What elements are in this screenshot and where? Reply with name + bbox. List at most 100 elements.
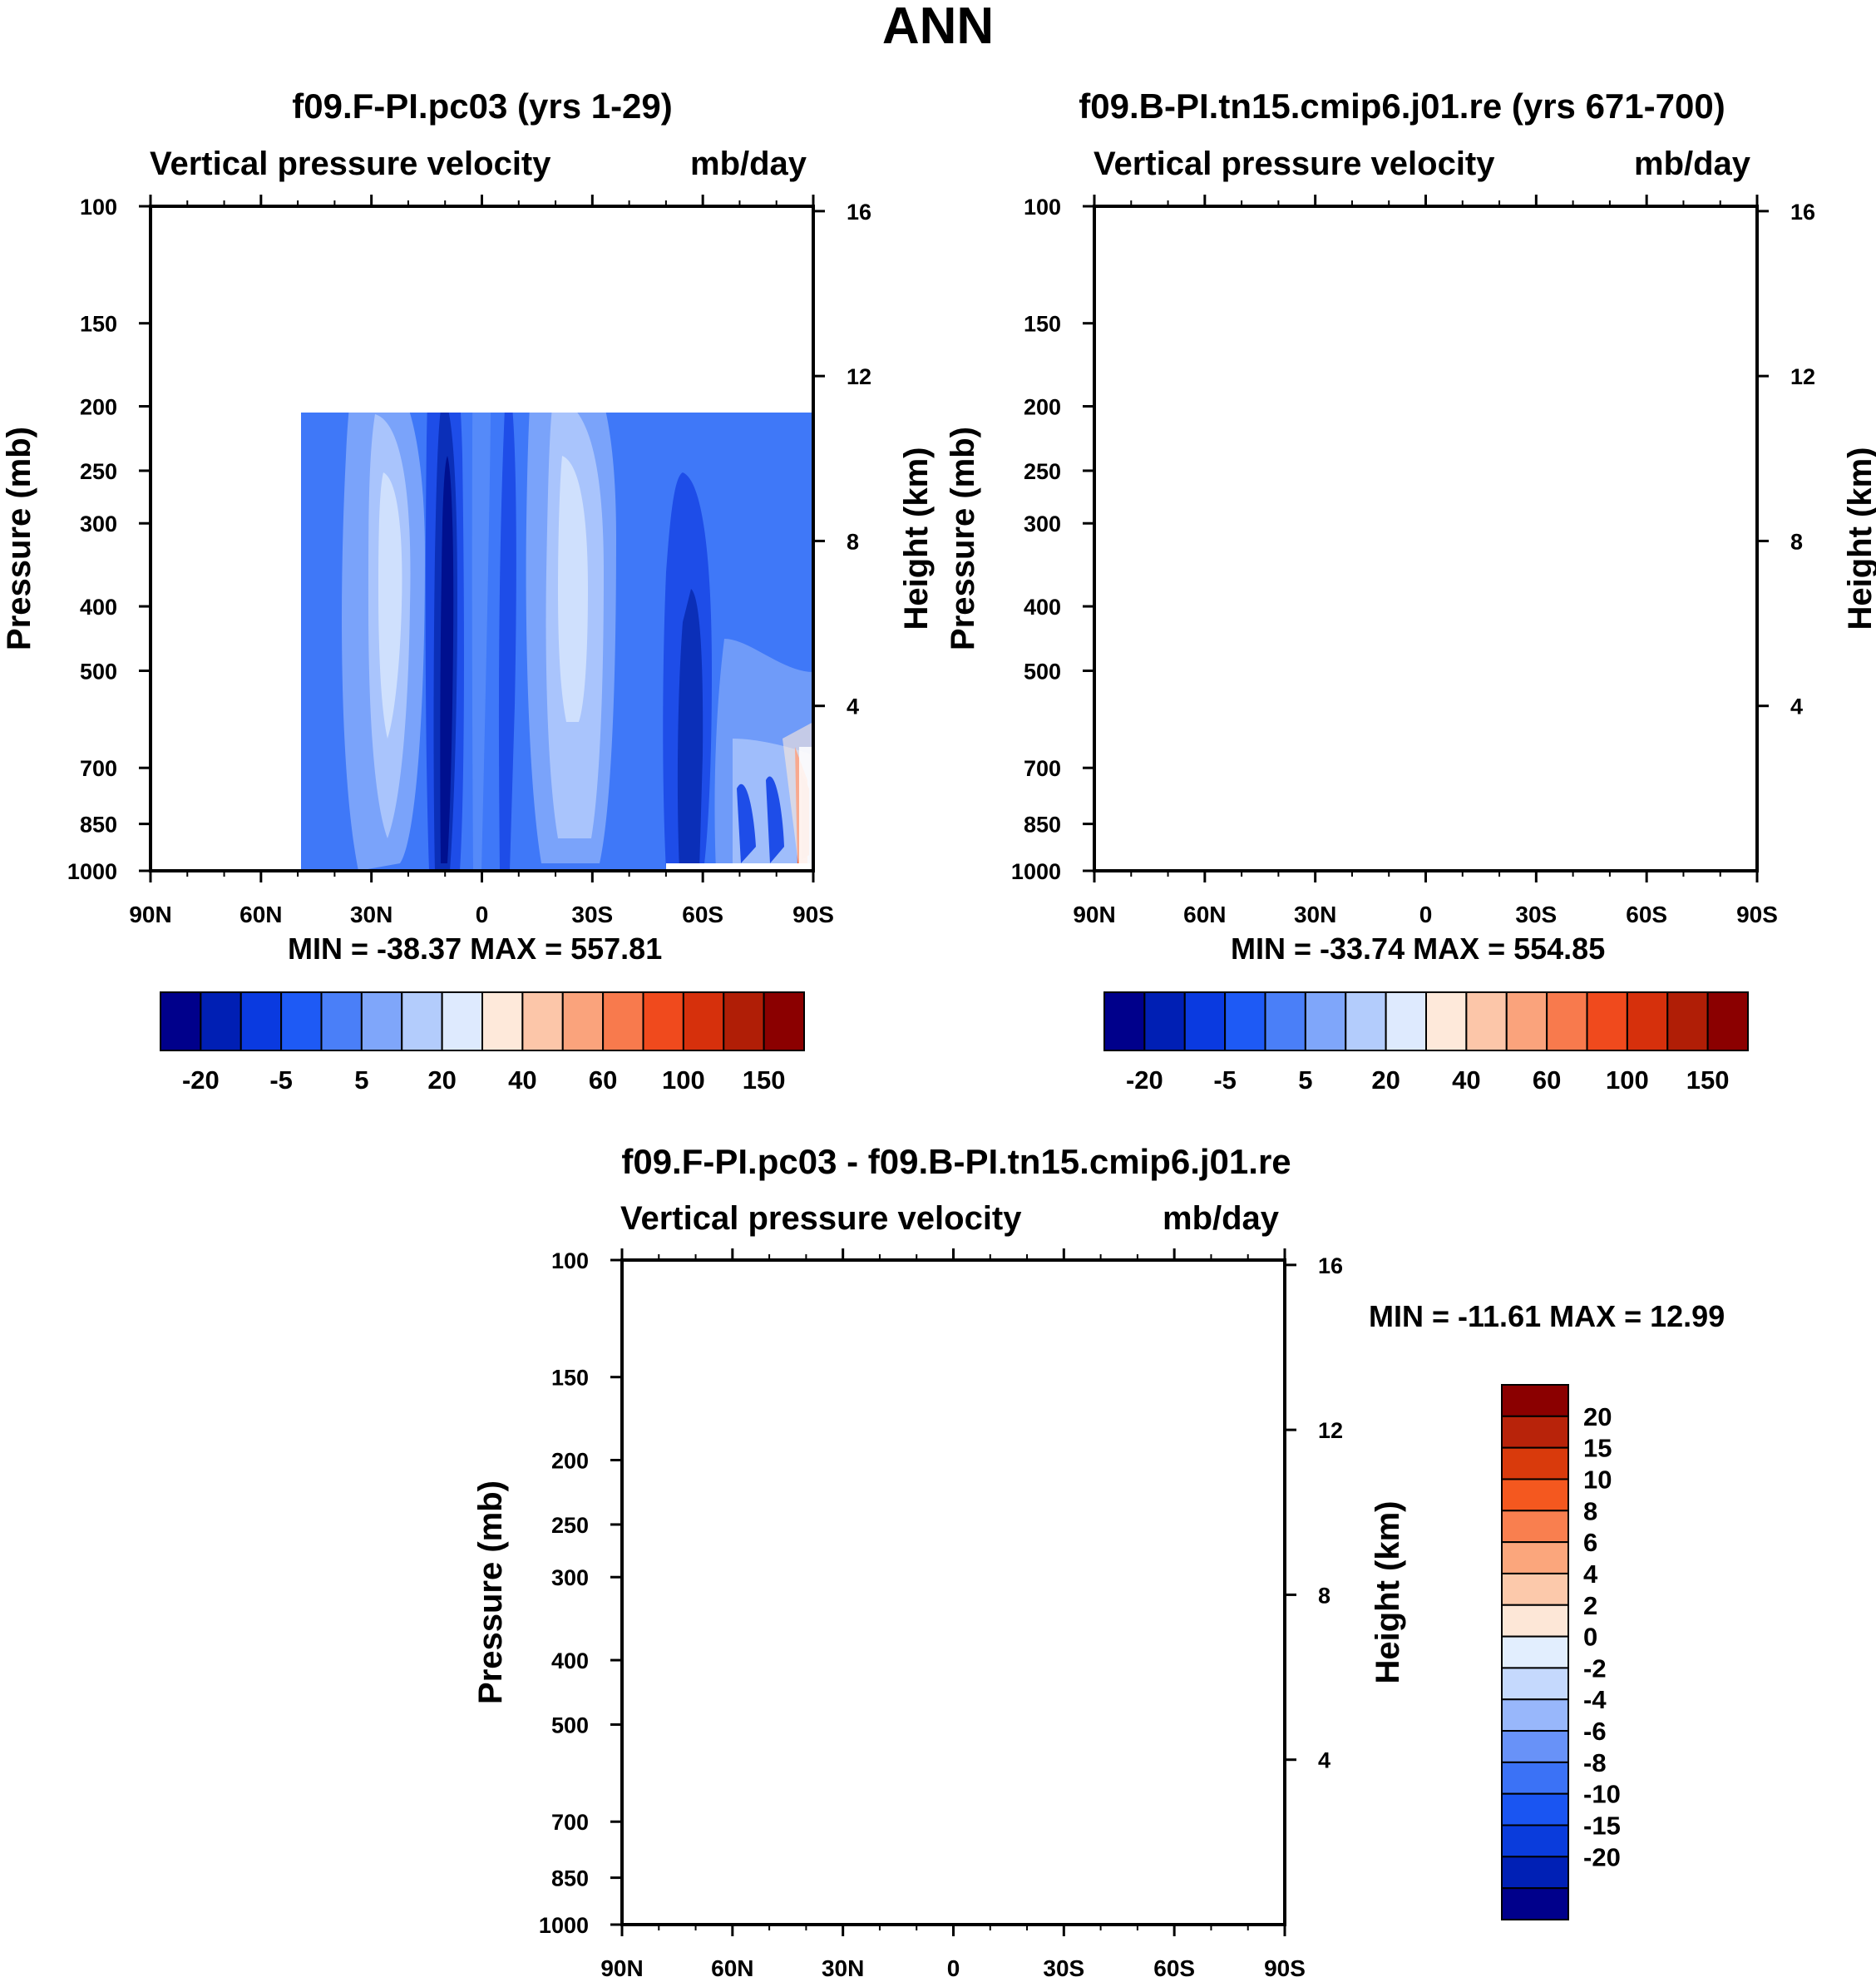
left-colorbar-swatch-1: [200, 991, 242, 1051]
diff-units-label: mb/day: [1163, 1200, 1280, 1237]
left-colorbar-label-7: 150: [743, 1065, 786, 1095]
left-lat-label-2: 30N: [350, 902, 392, 927]
right-colorbar-swatch-4: [1264, 991, 1306, 1051]
right-colorbar-swatch-1: [1143, 991, 1186, 1051]
right-panel-title: f09.B-PI.tn15.cmip6.j01.re (yrs 671-700): [1079, 86, 1725, 126]
diff-colorbar-swatch-9: [1501, 1667, 1569, 1701]
diff-colorbar-swatch-1: [1501, 1415, 1569, 1449]
right-colorbar-label-2: 5: [1298, 1065, 1312, 1095]
diff-pressure-label-4: 300: [551, 1565, 589, 1590]
left-colorbar-swatch-2: [239, 991, 283, 1051]
diff-lat-label-5: 60S: [1153, 1955, 1195, 1981]
left-colorbar-swatch-13: [682, 991, 725, 1051]
diff-pressure-label-5: 400: [551, 1648, 589, 1673]
left-pressure-label-9: 1000: [67, 859, 117, 884]
left-lat-label-4: 30S: [571, 902, 613, 927]
diff-pressure-label-0: 100: [551, 1248, 589, 1273]
right-lat-label-4: 30S: [1515, 902, 1557, 927]
left-pressure-label-0: 100: [80, 195, 117, 220]
right-pressure-label-7: 700: [1024, 756, 1061, 781]
left-colorbar-swatch-5: [360, 991, 403, 1051]
left-height-label-3: 4: [847, 694, 859, 719]
left-height-label-1: 12: [847, 364, 871, 389]
left-colorbar-swatch-10: [561, 991, 605, 1051]
right-colorbar-swatch-7: [1385, 991, 1427, 1051]
diff-height-label-2: 8: [1318, 1583, 1330, 1608]
left-variable-label: Vertical pressure velocity: [150, 146, 551, 182]
diff-colorbar-label-9: -4: [1583, 1685, 1607, 1714]
right-pressure-label-3: 250: [1024, 459, 1061, 484]
diff-colorbar-swatch-7: [1501, 1604, 1569, 1638]
diff-min-max: MIN = -11.61 MAX = 12.99: [1369, 1299, 1725, 1333]
right-colorbar-swatch-0: [1103, 991, 1146, 1051]
right-colorbar-swatch-8: [1425, 991, 1468, 1051]
diff-colorbar-swatch-3: [1501, 1478, 1569, 1512]
left-pressure-label-2: 200: [80, 395, 117, 420]
diff-colorbar-swatch-10: [1501, 1698, 1569, 1732]
diff-colorbar-label-0: 20: [1583, 1402, 1612, 1431]
left-lat-label-3: 0: [476, 902, 489, 927]
left-ylabel: Pressure (mb): [1, 427, 37, 650]
diff-colorbar-label-8: -2: [1583, 1653, 1607, 1683]
right-pressure-label-2: 200: [1024, 395, 1061, 420]
right-colorbar-label-1: -5: [1213, 1065, 1237, 1095]
left-pressure-label-4: 300: [80, 512, 117, 536]
diff-pressure-label-3: 250: [551, 1513, 589, 1538]
diff-colorbar-swatch-14: [1501, 1824, 1569, 1858]
left-colorbar-label-3: 20: [427, 1065, 456, 1095]
left-colorbar-swatch-3: [280, 991, 323, 1051]
diff-colorbar-swatch-4: [1501, 1510, 1569, 1544]
left-colorbar-label-1: -5: [269, 1065, 293, 1095]
diff-height-label-0: 16: [1318, 1253, 1343, 1278]
left-colorbar-label-6: 100: [662, 1065, 705, 1095]
diff-pressure-label-2: 200: [551, 1449, 589, 1474]
left-colorbar: -20 -5 5 20 40 60 100 150: [160, 991, 805, 1095]
right-colorbar-swatch-5: [1304, 991, 1347, 1051]
right-lat-label-2: 30N: [1294, 902, 1336, 927]
right-height-label-1: 12: [1790, 364, 1815, 389]
diff-pressure-label-7: 700: [551, 1810, 589, 1835]
diff-y2label: Height (km): [1370, 1501, 1406, 1684]
right-colorbar-swatch-14: [1666, 991, 1709, 1051]
right-lat-label-6: 90S: [1736, 902, 1778, 927]
diff-colorbar-swatch-6: [1501, 1572, 1569, 1606]
left-panel-title: f09.F-PI.pc03 (yrs 1-29): [292, 86, 673, 126]
diff-lat-label-3: 0: [947, 1955, 960, 1981]
diff-colorbar-label-1: 15: [1583, 1434, 1612, 1463]
diff-plot: 100 150 200 250 300 400 500 700 850 1000 16 12 8 4 90N…: [472, 1248, 1406, 1981]
diff-colorbar-label-4: 6: [1583, 1528, 1597, 1557]
left-pressure-label-1: 150: [80, 312, 117, 337]
right-colorbar-swatch-12: [1586, 991, 1628, 1051]
left-plot: 100 150 200 250 300 400 500 700 850 1000 16 12 8 4 90N…: [1, 195, 935, 927]
diff-colorbar-label-6: 2: [1583, 1591, 1597, 1620]
left-colorbar-label-0: -20: [182, 1065, 220, 1095]
right-colorbar-swatch-11: [1546, 991, 1588, 1051]
left-colorbar-label-5: 60: [589, 1065, 617, 1095]
diff-height-label-1: 12: [1318, 1418, 1343, 1443]
left-pressure-label-8: 850: [80, 813, 117, 838]
left-colorbar-swatch-4: [320, 991, 363, 1051]
diff-colorbar-swatch-8: [1501, 1635, 1569, 1669]
right-colorbar-label-5: 60: [1533, 1065, 1561, 1095]
diff-colorbar-label-3: 8: [1583, 1496, 1597, 1525]
left-colorbar-swatch-14: [723, 991, 765, 1051]
right-colorbar-label-7: 150: [1686, 1065, 1730, 1095]
right-plot: 100 150 200 250 300 400 500 700 850 1000 16 12 8 4 90N…: [945, 195, 1876, 927]
left-colorbar-swatch-7: [441, 991, 483, 1051]
diff-lat-label-0: 90N: [600, 1955, 643, 1981]
right-colorbar-label-3: 20: [1371, 1065, 1400, 1095]
page-title: ANN: [881, 0, 995, 55]
diff-lat-label-2: 30N: [822, 1955, 864, 1981]
left-colorbar-swatch-9: [521, 991, 564, 1051]
right-colorbar-swatch-10: [1505, 991, 1548, 1051]
right-pressure-label-5: 400: [1024, 595, 1061, 620]
left-lat-label-6: 90S: [792, 902, 834, 927]
diff-colorbar-swatch-0: [1501, 1384, 1569, 1417]
left-colorbar-swatch-15: [763, 991, 805, 1051]
right-variable-label: Vertical pressure velocity: [1094, 146, 1495, 182]
diff-lat-label-1: 60N: [711, 1955, 753, 1981]
left-height-label-2: 8: [847, 529, 859, 554]
diff-colorbar-swatch-13: [1501, 1792, 1569, 1826]
diff-colorbar-label-5: 4: [1583, 1559, 1598, 1589]
